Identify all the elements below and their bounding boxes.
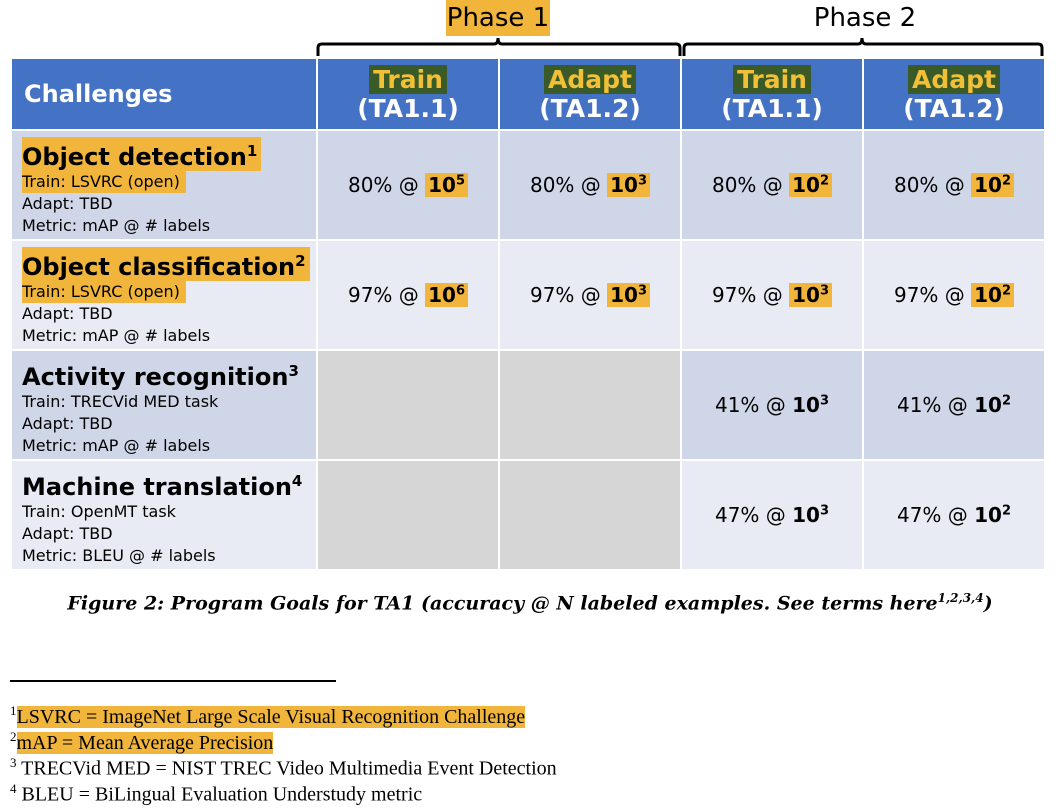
table-row: Object detection1 Train: LSVRC (open) Ad… (10, 129, 1046, 241)
value-cell: 80% @ 103 (498, 129, 682, 241)
empty-cell (498, 349, 682, 461)
footnote-4: 4 BLEU = BiLingual Evaluation Understudy… (10, 781, 423, 806)
empty-cell (316, 349, 500, 461)
challenge-cell: Object classification2 Train: LSVRC (ope… (10, 239, 318, 351)
table-row: Activity recognition3 Train: TRECVid MED… (10, 349, 1046, 461)
phase-2-label: Phase 2 (813, 3, 917, 33)
empty-cell (498, 459, 682, 571)
header-phase1-adapt: Adapt (TA1.2) (498, 57, 682, 131)
table-header-row: Challenges Train (TA1.1) Adapt (TA1.2) Tra… (10, 57, 1046, 131)
value-cell: 47% @ 102 (862, 459, 1046, 571)
value-cell: 80% @ 102 (680, 129, 864, 241)
footnote-divider (10, 680, 336, 682)
header-phase2-adapt: Adapt (TA1.2) (862, 57, 1046, 131)
phase-2-bracket (682, 37, 1044, 56)
phase-brackets (316, 37, 1044, 56)
footnote-1: 1LSVRC = ImageNet Large Scale Visual Rec… (10, 703, 526, 728)
value-cell: 97% @ 103 (680, 239, 864, 351)
value-cell: 41% @ 102 (862, 349, 1046, 461)
phase-1-label: Phase 1 (446, 0, 550, 36)
phase-1-bracket (316, 37, 682, 56)
value-cell: 41% @ 103 (680, 349, 864, 461)
challenge-cell: Activity recognition3 Train: TRECVid MED… (10, 349, 318, 461)
value-cell: 47% @ 103 (680, 459, 864, 571)
header-phase2-train: Train (TA1.1) (680, 57, 864, 131)
program-goals-table: Challenges Train (TA1.1) Adapt (TA1.2) Tra… (10, 57, 1046, 571)
value-cell: 97% @ 103 (498, 239, 682, 351)
header-phase1-train: Train (TA1.1) (316, 57, 500, 131)
table-row: Machine translation4 Train: OpenMT task … (10, 459, 1046, 571)
value-cell: 80% @ 102 (862, 129, 1046, 241)
value-cell: 80% @ 105 (316, 129, 500, 241)
challenge-cell: Machine translation4 Train: OpenMT task … (10, 459, 318, 571)
empty-cell (316, 459, 500, 571)
value-cell: 97% @ 102 (862, 239, 1046, 351)
header-challenges: Challenges (10, 57, 318, 131)
table-row: Object classification2 Train: LSVRC (ope… (10, 239, 1046, 351)
value-cell: 97% @ 106 (316, 239, 500, 351)
footnote-2: 2mAP = Mean Average Precision (10, 729, 274, 754)
challenge-cell: Object detection1 Train: LSVRC (open) Ad… (10, 129, 318, 241)
figure-caption: Figure 2: Program Goals for TA1 (accurac… (67, 591, 993, 615)
footnote-3: 3 TRECVid MED = NIST TREC Video Multimed… (10, 755, 557, 780)
